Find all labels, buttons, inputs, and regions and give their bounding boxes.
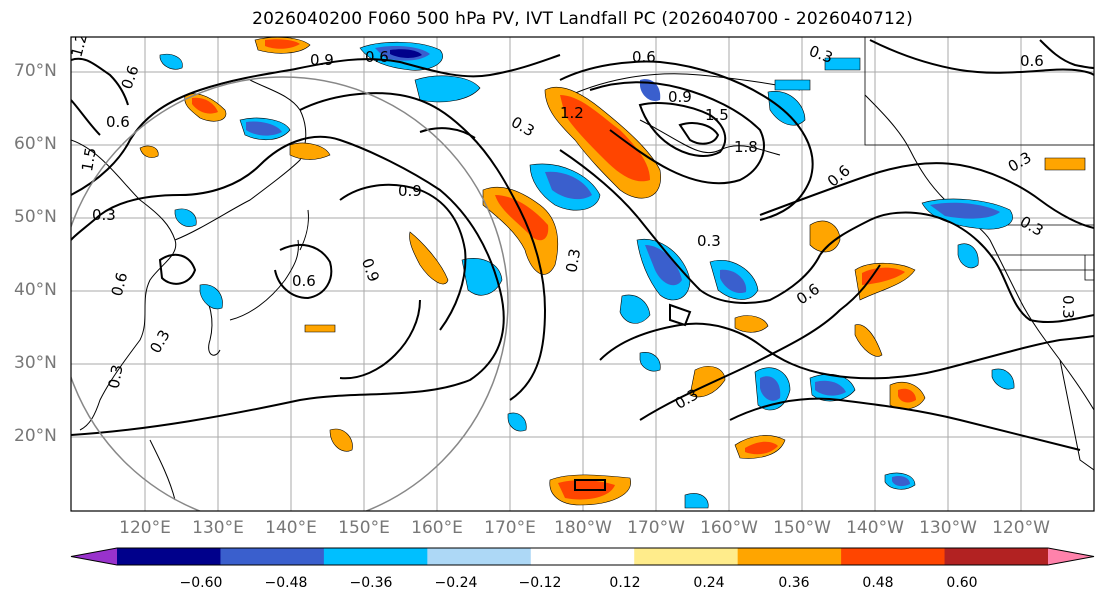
map-frame [70, 36, 1095, 512]
lat-label: 60°N [14, 134, 57, 154]
contour-label: 0.9 [668, 88, 692, 106]
contour-label: 0.6 [292, 272, 316, 290]
contour-label: 0.9 [310, 51, 334, 69]
contour-labels: 0.9 0.6 0.3 0.6 0.9 0.3 0.6 0.9 0.3 0.9 … [67, 31, 1077, 413]
contour-label: 0.3 [92, 206, 116, 224]
lon-label: 150°E [338, 518, 390, 538]
colorbar-tick: 0.12 [609, 575, 641, 591]
lon-label: 120°W [992, 518, 1050, 538]
lon-label: 160°W [700, 518, 758, 538]
colorbar-segment [220, 548, 325, 565]
contour-label: 0.6 [632, 48, 656, 66]
colorbar-segment [944, 548, 1049, 565]
lon-label: 130°E [192, 518, 244, 538]
landfall-region-circle [71, 76, 509, 511]
colorbar-tick: 0.24 [693, 575, 725, 591]
contour-label: 0.3 [562, 247, 584, 274]
colorbar-segment [530, 548, 635, 565]
lon-label: 140°W [846, 518, 904, 538]
lat-label: 40°N [14, 280, 57, 300]
contour-label: 0.3 [1059, 295, 1077, 319]
lon-label: 130°W [919, 518, 977, 538]
colorbar-outline [70, 547, 1095, 566]
colorbar-tick: −0.36 [349, 575, 393, 591]
lon-label: 180°W [554, 518, 612, 538]
colorbar-tick: −0.24 [434, 575, 478, 591]
contour-label: 0.3 [697, 232, 721, 250]
colorbar-extend-max [1048, 548, 1094, 565]
colorbar-tick: 0.36 [778, 575, 810, 591]
contour-label: 1.2 [560, 104, 584, 122]
colorbar-segment [634, 548, 739, 565]
colorbar-tick: 0.48 [862, 575, 894, 591]
shaded-anomalies [139, 37, 1086, 509]
colorbar-segment [427, 548, 532, 565]
colorbar-tick: −0.12 [518, 575, 562, 591]
map-title: 2026040200 F060 500 hPa PV, IVT Landfall… [252, 9, 913, 29]
colorbar-segment [737, 548, 842, 565]
contour-label: 1.2 [67, 31, 91, 59]
lat-label: 20°N [14, 426, 57, 446]
contour-label: 0.6 [365, 48, 389, 66]
colorbar-tick: −0.60 [179, 575, 223, 591]
colorbar-segment [323, 548, 428, 565]
lon-label: 140°E [265, 518, 317, 538]
colorbar [70, 547, 1095, 566]
contour-label: 0.9 [398, 182, 422, 200]
contour-label: 1.5 [78, 146, 100, 173]
contour-label: 0.6 [106, 113, 130, 131]
colorbar-tick: −0.48 [264, 575, 308, 591]
lon-label: 170°E [484, 518, 536, 538]
lon-label: 150°W [773, 518, 831, 538]
lon-label: 160°E [411, 518, 463, 538]
pv-contours [71, 39, 1094, 491]
colorbar-segment [841, 548, 946, 565]
lon-label: 170°W [627, 518, 685, 538]
contour-label: 1.5 [705, 106, 729, 124]
contour-label: 0.6 [1020, 52, 1044, 70]
lon-label: 120°E [119, 518, 171, 538]
map-canvas: 0.9 0.6 0.3 0.6 0.9 0.3 0.6 0.9 0.3 0.9 … [67, 31, 1095, 512]
contour-label: 0.3 [105, 363, 127, 390]
contour-label: 1.8 [734, 138, 758, 156]
colorbar-segment [117, 548, 221, 565]
colorbar-extend-min [71, 548, 117, 565]
lat-label: 70°N [14, 61, 57, 81]
colorbar-tick: 0.60 [946, 575, 978, 591]
contour-label: 0.6 [108, 270, 132, 298]
lat-label: 50°N [14, 207, 57, 227]
lat-label: 30°N [14, 353, 57, 373]
